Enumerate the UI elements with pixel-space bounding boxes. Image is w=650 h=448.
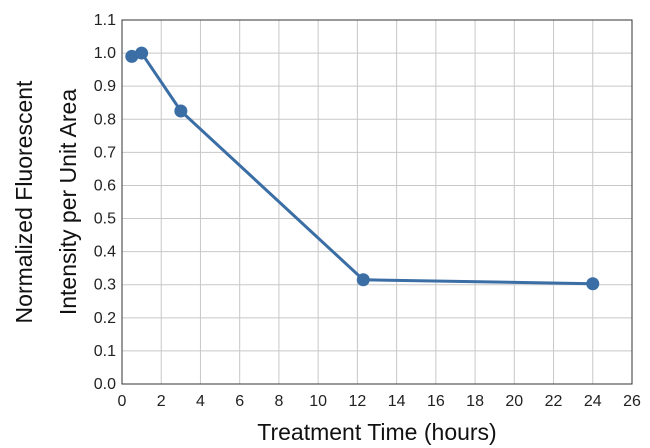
data-point bbox=[125, 49, 139, 63]
x-axis-title: Treatment Time (hours) bbox=[257, 419, 496, 445]
y-tick-label: 0.7 bbox=[94, 144, 116, 161]
x-tick-label: 18 bbox=[466, 393, 484, 410]
x-tick-label: 22 bbox=[545, 393, 563, 410]
y-tick-label: 1.1 bbox=[94, 12, 116, 29]
x-tick-label: 24 bbox=[584, 393, 602, 410]
tick-labels: 0 2 4 6 8 10 12 14 16 18 20 22 24 260.00.10.20.30.40.… bbox=[94, 12, 641, 410]
y-tick-label: 0.3 bbox=[94, 277, 116, 294]
y-axis-title-line-2: Intensity per Unit Area bbox=[55, 89, 81, 315]
x-tick-label: 8 bbox=[274, 393, 283, 410]
data-point bbox=[586, 277, 600, 291]
data-point bbox=[174, 104, 188, 118]
y-axis-title-line-1: Normalized Fluorescent bbox=[11, 80, 37, 323]
y-tick-label: 1.0 bbox=[94, 45, 116, 62]
y-tick-label: 0.0 bbox=[94, 376, 116, 393]
plot-frame bbox=[121, 19, 633, 385]
y-tick-label: 0.5 bbox=[94, 211, 116, 228]
x-tick-label: 14 bbox=[388, 393, 406, 410]
y-tick-label: 0.8 bbox=[94, 111, 116, 128]
y-tick-label: 0.6 bbox=[94, 177, 116, 194]
data-point bbox=[356, 273, 370, 287]
data-series bbox=[125, 46, 600, 291]
x-tick-label: 6 bbox=[235, 393, 244, 410]
x-tick-label: 4 bbox=[196, 393, 205, 410]
y-tick-label: 0.4 bbox=[94, 244, 116, 261]
x-tick-label: 12 bbox=[348, 393, 366, 410]
data-point bbox=[135, 46, 149, 60]
y-tick-label: 0.9 bbox=[94, 78, 116, 95]
grid-lines bbox=[121, 19, 633, 385]
y-tick-label: 0.1 bbox=[94, 343, 116, 360]
x-tick-label: 20 bbox=[505, 393, 523, 410]
y-tick-label: 0.2 bbox=[94, 310, 116, 327]
x-tick-label: 26 bbox=[623, 393, 641, 410]
x-tick-label: 16 bbox=[427, 393, 445, 410]
x-tick-label: 0 bbox=[118, 393, 127, 410]
x-tick-label: 2 bbox=[157, 393, 166, 410]
x-tick-label: 10 bbox=[309, 393, 327, 410]
